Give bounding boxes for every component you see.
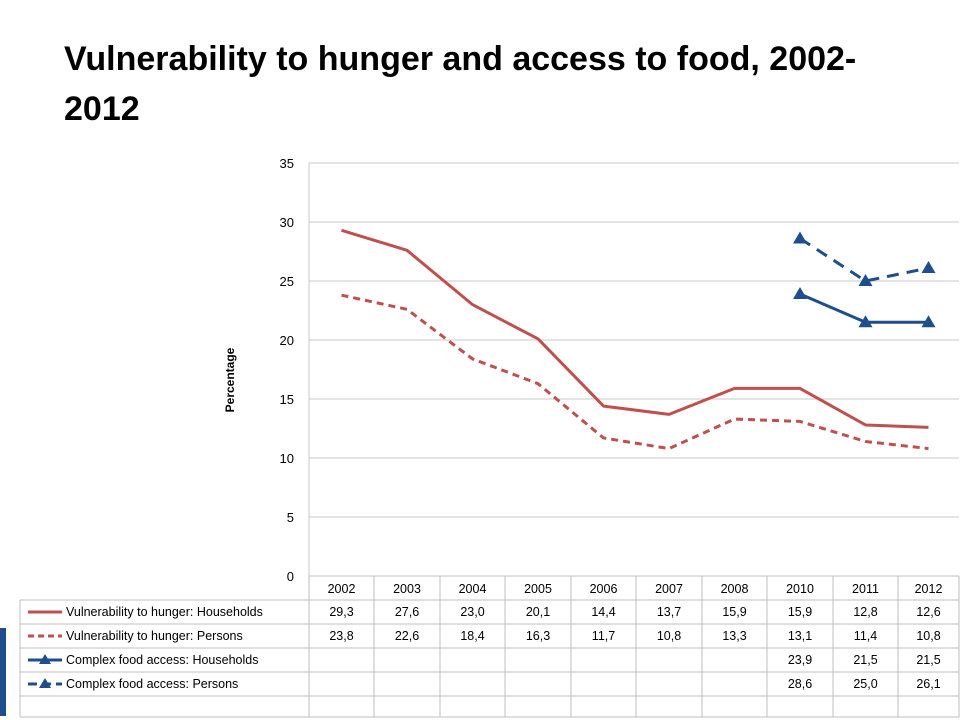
series-marker xyxy=(793,231,807,244)
y-tick-label: 15 xyxy=(280,392,294,407)
legend-marker xyxy=(39,654,51,664)
data-table: 2002 2003 2004 2005 2006 2007 2008 2010 2011 2012… xyxy=(19,575,960,718)
data-label: 13,7 xyxy=(657,605,681,619)
legend-label: Complex food access: Persons xyxy=(66,677,238,691)
data-label: 16,3 xyxy=(526,629,550,643)
x-tick-label: 2010 xyxy=(786,582,814,596)
data-label: 23,8 xyxy=(329,629,353,643)
data-label: 10,8 xyxy=(916,629,940,643)
y-axis: 0 5 10 15 20 25 30 35 xyxy=(280,156,310,584)
y-axis-title: Percentage xyxy=(223,347,237,412)
data-label: 11,4 xyxy=(854,629,877,643)
data-label: 21,5 xyxy=(853,653,877,667)
x-tick-label: 2012 xyxy=(915,582,943,596)
data-label: 26,1 xyxy=(916,677,940,691)
y-tick-label: 35 xyxy=(280,156,294,171)
x-tick-label: 2011 xyxy=(852,582,879,596)
y-tick-label: 5 xyxy=(287,510,294,525)
data-label: 23,0 xyxy=(460,605,484,619)
series-marker xyxy=(921,315,936,328)
series-marker xyxy=(858,274,873,286)
data-label: 15,9 xyxy=(788,605,812,619)
series-marker xyxy=(793,286,807,299)
data-label: 13,3 xyxy=(722,629,746,643)
data-label: 21,5 xyxy=(916,653,940,667)
x-tick-label: 2003 xyxy=(393,582,421,596)
data-label: 12,8 xyxy=(853,605,877,619)
gridlines xyxy=(309,162,959,577)
data-label: 15,9 xyxy=(722,605,746,619)
y-tick-label: 10 xyxy=(280,451,294,466)
data-label: 10,8 xyxy=(657,629,681,643)
data-label: 14,4 xyxy=(591,605,615,619)
legend-label: Vulnerability to hunger: Households xyxy=(66,605,263,619)
slide-title: Vulnerability to hunger and access to fo… xyxy=(64,40,857,128)
data-label: 12,6 xyxy=(916,605,940,619)
data-label: 29,3 xyxy=(329,605,353,619)
data-label: 28,6 xyxy=(788,677,812,691)
legend-marker xyxy=(39,678,51,688)
data-label: 18,4 xyxy=(460,629,484,643)
series-lines xyxy=(341,228,936,451)
y-tick-label: 20 xyxy=(280,333,294,348)
x-tick-label: 2008 xyxy=(721,582,749,596)
legend-label: Vulnerability to hunger: Persons xyxy=(66,629,243,643)
series-line-2 xyxy=(341,293,929,451)
x-tick-label: 2004 xyxy=(459,582,487,596)
legend-label: Complex food access: Households xyxy=(66,653,258,667)
series-marker xyxy=(921,261,936,274)
x-tick-label: 2005 xyxy=(524,582,552,596)
data-label: 11,7 xyxy=(592,629,615,643)
data-label: 25,0 xyxy=(853,677,877,691)
data-label: 22,6 xyxy=(395,629,419,643)
y-tick-label: 30 xyxy=(280,215,294,230)
left-accent-strip xyxy=(0,628,6,716)
data-label: 23,9 xyxy=(788,653,812,667)
series-line-4 xyxy=(799,237,929,283)
data-label: 27,6 xyxy=(395,605,419,619)
series-marker xyxy=(858,315,873,328)
y-tick-label: 0 xyxy=(287,569,294,584)
x-tick-label: 2002 xyxy=(328,582,356,596)
x-tick-label: 2006 xyxy=(590,582,618,596)
series-line-1 xyxy=(341,228,929,429)
data-label: 20,1 xyxy=(526,605,550,619)
y-tick-label: 25 xyxy=(280,274,294,289)
data-label: 13,1 xyxy=(788,629,812,643)
x-tick-label: 2007 xyxy=(655,582,683,596)
